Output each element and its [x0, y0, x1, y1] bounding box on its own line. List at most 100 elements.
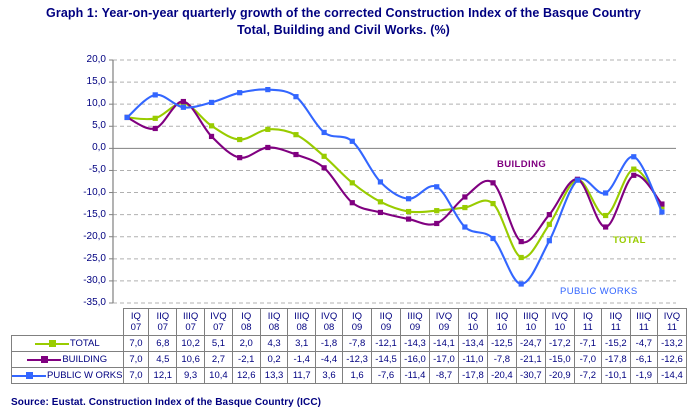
- data-point-0: [124, 114, 130, 121]
- series-line: [126, 102, 663, 259]
- quarter-label: IVQ: [210, 311, 227, 322]
- data-point-5: [265, 126, 271, 132]
- data-point-7: [321, 165, 327, 171]
- column-header-19: IVQ 11: [656, 308, 687, 336]
- column-header-4: IQ 08: [231, 308, 261, 336]
- cell-0-1: 6,8: [148, 335, 178, 352]
- quarter-label: IVQ: [551, 311, 569, 322]
- cell-1-6: -1,4: [287, 351, 317, 368]
- data-point-4: [237, 136, 243, 143]
- data-point-11: [434, 208, 440, 214]
- data-point-17: [603, 224, 609, 230]
- quarter-label: IQ: [467, 311, 478, 322]
- year-label: 11: [610, 322, 621, 333]
- data-point-4: [237, 155, 243, 161]
- data-point-18: [631, 154, 637, 160]
- data-point-17: [603, 212, 609, 219]
- y-tick-2: 10,0: [86, 98, 106, 110]
- cell-2-6: 11,7: [287, 367, 317, 384]
- series-annotation-building: BUILDING: [497, 159, 547, 170]
- column-header-0: IQ 07: [122, 308, 150, 336]
- cell-2-11: -8,7: [428, 367, 459, 384]
- cell-2-8: 1,6: [342, 367, 373, 384]
- data-point-1: [152, 115, 158, 121]
- cell-0-18: -4,7: [629, 335, 658, 352]
- cell-2-1: 12,1: [148, 367, 178, 384]
- cell-2-16: -7,2: [573, 367, 602, 384]
- quarter-label: IQ: [582, 311, 593, 322]
- year-label: 10: [467, 322, 479, 333]
- data-table: IQ 07 IIQ 07 IIIQ 07 IVQ 07 IQ 08 IIQ 08 IIIQ 08 IVQ 08…: [11, 308, 687, 384]
- year-label: 09: [380, 322, 392, 333]
- cell-0-19: -13,2: [656, 335, 687, 352]
- cell-0-6: 3,1: [287, 335, 317, 352]
- cell-0-11: -14,1: [428, 335, 459, 352]
- column-header-15: IVQ 10: [544, 308, 575, 336]
- quarter-label: IIQ: [609, 311, 623, 322]
- column-header-7: IVQ 08: [315, 308, 344, 336]
- legend-label: TOTAL: [69, 337, 100, 349]
- year-label: 08: [268, 322, 280, 333]
- data-point-1: [152, 92, 158, 98]
- cell-1-18: -6,1: [629, 351, 658, 368]
- cell-0-12: -13,4: [457, 335, 488, 352]
- table-header-legend-corner: [12, 309, 124, 336]
- year-label: 08: [240, 322, 252, 333]
- y-tick-5: -5,0: [88, 164, 106, 176]
- line-chart-svg: [109, 59, 676, 304]
- cell-0-13: -12,5: [486, 335, 517, 352]
- data-point-12: [462, 194, 468, 200]
- cell-1-8: -12,3: [342, 351, 373, 368]
- y-tick-3: 5,0: [92, 120, 106, 132]
- cell-1-5: 0,2: [259, 351, 289, 368]
- data-point-3: [208, 133, 215, 140]
- cell-0-8: -7,8: [342, 335, 373, 352]
- data-point-19: [659, 204, 665, 210]
- cell-1-3: 2,7: [204, 351, 233, 368]
- cell-0-4: 2,0: [231, 335, 261, 352]
- data-point-7: [321, 153, 327, 159]
- cell-0-5: 4,3: [259, 335, 289, 352]
- legend-item-building: BUILDING: [11, 351, 124, 368]
- column-header-8: IQ 09: [342, 308, 373, 336]
- data-point-8: [349, 180, 355, 186]
- chart-plot-area: 20,0 15,0 10,0 5,0 0,0 -5,0 -10,0 -15,0 -20,0 -25…: [0, 55, 687, 308]
- data-point-15: [546, 212, 552, 218]
- cell-2-3: 10,4: [204, 367, 233, 384]
- y-tick-7: -15,0: [83, 208, 106, 220]
- cell-2-4: 12,6: [231, 367, 261, 384]
- year-label: 09: [438, 322, 450, 333]
- year-label: 08: [296, 322, 308, 333]
- cell-2-13: -20,4: [486, 367, 517, 384]
- cell-1-16: -7,0: [573, 351, 602, 368]
- data-point-14: [518, 238, 524, 245]
- data-point-9: [377, 209, 384, 216]
- quarter-label: IIIQ: [523, 311, 539, 322]
- legend-label: PUBLIC W ORKS: [47, 369, 123, 381]
- data-point-9: [377, 179, 384, 185]
- series-annotation-public-works: PUBLIC WORKS: [560, 286, 638, 297]
- year-label: 07: [157, 322, 169, 333]
- cell-1-0: 7,0: [122, 351, 150, 368]
- table-header-row: IQ 07 IIQ 07 IIIQ 07 IVQ 07 IQ 08 IIQ 08 IIIQ 08 IVQ 08…: [12, 308, 687, 336]
- quarter-label: IIQ: [156, 311, 170, 322]
- cell-2-12: -17,8: [457, 367, 488, 384]
- year-label: 09: [351, 322, 363, 333]
- data-point-14: [518, 254, 524, 261]
- data-point-17: [603, 190, 609, 196]
- column-header-3: IVQ 07: [204, 308, 233, 336]
- column-header-18: IIIQ 11: [629, 308, 658, 336]
- column-header-1: IIQ 07: [148, 308, 178, 336]
- quarter-label: IIIQ: [636, 311, 652, 322]
- data-point-10: [405, 216, 412, 222]
- data-point-6: [293, 132, 299, 138]
- data-point-13: [490, 200, 496, 207]
- table-row: TOTAL 7,0 6,8 10,2 5,1 2,0 4,3 3,1 -1,8 -7,8 -12,1…: [11, 335, 687, 352]
- quarter-label: IVQ: [663, 311, 681, 322]
- quarter-label: IIIQ: [407, 311, 423, 322]
- series-annotation-total: TOTAL: [613, 235, 646, 246]
- year-label: 10: [525, 322, 537, 333]
- year-label: 07: [213, 322, 224, 333]
- series-line: [126, 88, 663, 286]
- data-point-18: [631, 166, 637, 172]
